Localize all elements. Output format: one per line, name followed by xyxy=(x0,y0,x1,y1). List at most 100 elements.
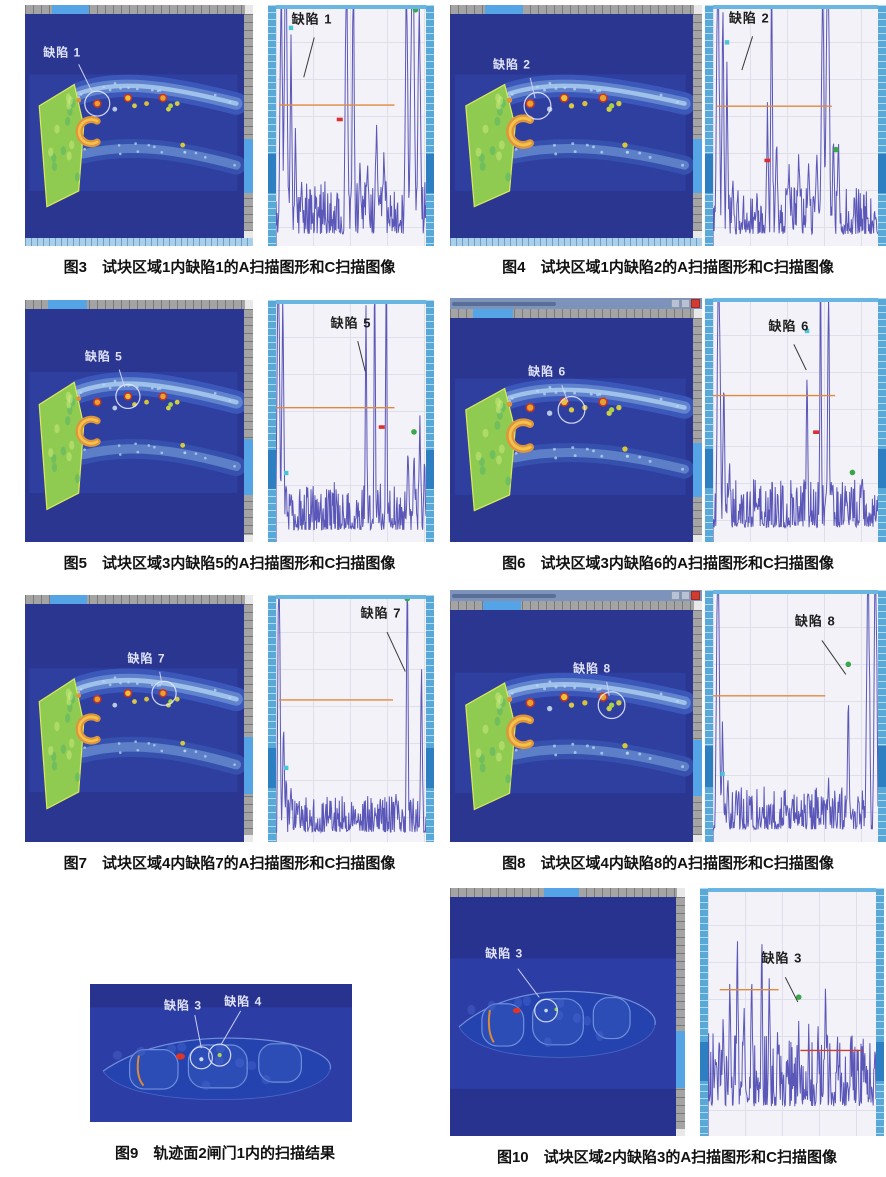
horizontal-ruler xyxy=(450,888,685,897)
scrollbar-thumb xyxy=(700,1041,708,1082)
ascan-waveform xyxy=(708,941,876,1136)
scrollbar-thumb xyxy=(878,449,886,489)
defect-label: 缺陷 6 xyxy=(768,318,810,334)
scrollbar-thumb xyxy=(705,449,713,489)
cscan-specimen-image xyxy=(450,610,693,842)
scrollbar-thumb xyxy=(693,739,702,796)
ascan-right-scrollbar xyxy=(876,888,884,1136)
scrollbar-thumb xyxy=(268,748,276,788)
horizontal-ruler xyxy=(450,309,702,318)
ascan-waveform xyxy=(276,595,426,842)
figure-caption: 图6 试块区域3内缺陷6的A扫描图形和C扫描图像 xyxy=(502,555,834,572)
ascan-waveform xyxy=(276,5,426,246)
cscan-specimen-image xyxy=(450,14,693,238)
ascan-plot: 缺陷 5 xyxy=(276,300,426,542)
maximize-button xyxy=(681,591,690,600)
cscan-specimen-image xyxy=(450,318,693,542)
figure-caption: 图9 轨迹面2闸门1内的扫描结果 xyxy=(114,1145,336,1162)
ascan-left-scrollbar xyxy=(700,888,708,1136)
window-buttons xyxy=(671,591,700,600)
plot-top-bar xyxy=(276,300,426,304)
window-title-text xyxy=(452,593,557,598)
scrollbar-thumb xyxy=(705,746,713,787)
ascan-waveform xyxy=(713,590,878,842)
vertical-ruler xyxy=(693,610,702,842)
ruler-highlight xyxy=(52,5,89,14)
horizontal-ruler xyxy=(450,601,702,610)
scrollbar-thumb xyxy=(244,439,253,496)
ascan-left-scrollbar xyxy=(268,595,276,842)
defect-label: 缺陷 2 xyxy=(492,57,531,72)
figure-caption: 图7 试块区域4内缺陷7的A扫描图形和C扫描图像 xyxy=(63,855,396,872)
scrollbar-thumb xyxy=(693,443,702,498)
defect-label: 缺陷 3 xyxy=(485,946,524,961)
defect-label: 缺陷 7 xyxy=(127,651,166,666)
ascan-window: 缺陷 1 xyxy=(268,5,434,246)
figure-caption: 图3 试块区域1内缺陷1的A扫描图形和C扫描图像 xyxy=(63,259,396,276)
scrollbar-thumb xyxy=(878,154,886,193)
ruler-highlight xyxy=(544,888,580,897)
ascan-waveform xyxy=(276,300,426,542)
defect-label: 缺陷 3 xyxy=(163,998,203,1013)
scrollbar-thumb xyxy=(876,1041,884,1082)
defect-label: 缺陷 1 xyxy=(291,11,333,27)
scrollbar-thumb xyxy=(268,154,276,193)
defect-label: 缺陷 1 xyxy=(43,45,82,60)
cscan-canvas: 缺陷 6 xyxy=(450,318,693,542)
vertical-ruler xyxy=(693,318,702,542)
ascan-waveform xyxy=(713,298,878,542)
ascan-left-scrollbar xyxy=(705,5,713,246)
scrollbar-thumb xyxy=(878,746,886,787)
plot-top-bar xyxy=(708,888,876,892)
minimize-button xyxy=(671,591,680,600)
vertical-ruler xyxy=(693,14,702,238)
plot-top-bar xyxy=(713,5,878,9)
ascan-window: 缺陷 3 xyxy=(700,888,884,1136)
window-title-text xyxy=(452,301,557,306)
defect-label: 缺陷 5 xyxy=(330,315,372,331)
scrollbar-thumb xyxy=(426,748,434,788)
ascan-window: 缺陷 5 xyxy=(268,300,434,542)
defect-label: 缺陷 8 xyxy=(573,661,612,676)
figure-caption: 图4 试块区域1内缺陷2的A扫描图形和C扫描图像 xyxy=(502,259,834,276)
vertical-ruler xyxy=(676,897,685,1136)
scrollbar-thumb xyxy=(705,154,713,193)
ascan-right-scrollbar xyxy=(426,595,434,842)
cscan-window: 缺陷 1 xyxy=(25,5,253,246)
cscan-canvas: 缺陷 8 xyxy=(450,610,693,842)
horizontal-ruler xyxy=(25,300,253,309)
scrollbar-thumb xyxy=(676,1030,685,1089)
figure-caption: 图8 试块区域4内缺陷8的A扫描图形和C扫描图像 xyxy=(502,855,834,872)
cscan-window: 缺陷 8 xyxy=(450,590,702,842)
ruler-highlight xyxy=(50,595,87,604)
cscan-canvas: 缺陷 2 xyxy=(450,14,693,238)
scrollbar-thumb xyxy=(268,450,276,489)
ascan-window: 缺陷 6 xyxy=(705,298,886,542)
ruler-highlight xyxy=(472,309,513,318)
scrollbar-thumb xyxy=(693,139,702,194)
vertical-ruler xyxy=(244,604,253,842)
vertical-ruler xyxy=(244,14,253,238)
plot-top-bar xyxy=(713,590,878,594)
figure-caption: 图10 试块区域2内缺陷3的A扫描图形和C扫描图像 xyxy=(496,1149,838,1166)
ascan-plot: 缺陷 2 xyxy=(713,5,878,246)
ascan-plot: 缺陷 8 xyxy=(713,590,878,842)
cscan-specimen-image xyxy=(25,604,244,842)
defect-label: 缺陷 8 xyxy=(794,613,836,629)
ascan-right-scrollbar xyxy=(878,5,886,246)
ascan-window: 缺陷 2 xyxy=(705,5,886,246)
ascan-left-scrollbar xyxy=(705,298,713,542)
bottom-ruler xyxy=(450,238,702,246)
defect-label: 缺陷 3 xyxy=(761,950,803,966)
plot-top-bar xyxy=(713,298,878,302)
ruler-highlight xyxy=(485,5,524,14)
ascan-right-scrollbar xyxy=(426,5,434,246)
scrollbar-thumb xyxy=(426,154,434,193)
cscan-canvas: 缺陷 5 xyxy=(25,309,244,542)
ruler-highlight xyxy=(47,300,87,309)
cscan-canvas: 缺陷 7 xyxy=(25,604,244,842)
close-button xyxy=(691,591,700,600)
horizontal-ruler xyxy=(450,5,702,14)
ascan-left-scrollbar xyxy=(268,5,276,246)
cscan-window: 缺陷 7 xyxy=(25,595,253,842)
